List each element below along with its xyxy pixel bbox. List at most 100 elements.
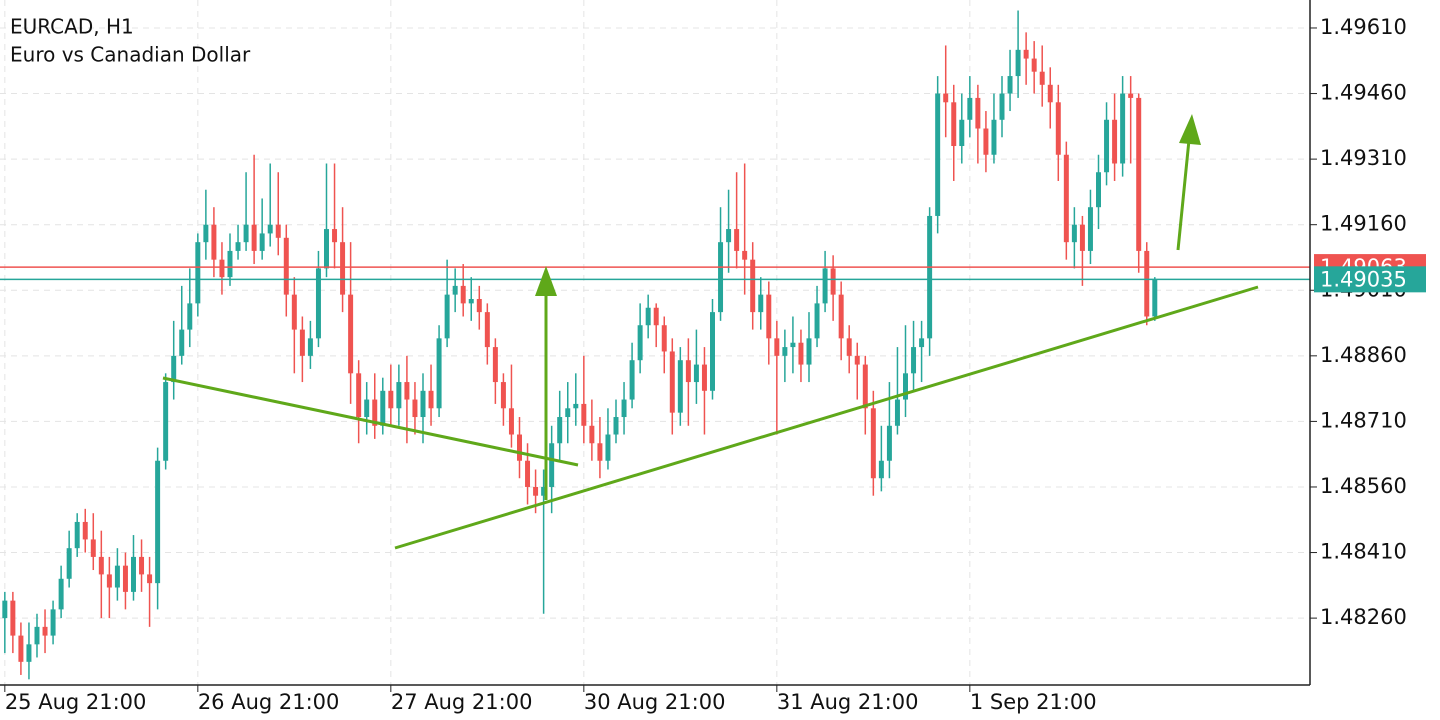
candle-body: [669, 351, 675, 413]
candle-body: [444, 294, 450, 339]
candle-body: [428, 390, 434, 409]
candle-body: [517, 434, 522, 461]
candle-body: [380, 390, 386, 426]
candle-body: [718, 242, 724, 313]
candle-body: [452, 285, 458, 295]
candle-body: [870, 408, 876, 479]
candle-body: [396, 382, 402, 409]
candle-body: [243, 224, 249, 243]
candle-body: [983, 128, 989, 155]
candle-body: [774, 338, 780, 356]
arrow-head: [535, 266, 557, 296]
candle-body: [605, 434, 611, 461]
y-tick-label: 1.48260: [1320, 605, 1407, 629]
y-tick-label: 1.49460: [1320, 81, 1407, 105]
candle-body: [1007, 76, 1013, 94]
candle-body: [275, 224, 281, 238]
candle-body: [1079, 224, 1085, 251]
candle-body: [1071, 224, 1077, 243]
candle-body: [621, 399, 627, 418]
candle-body: [814, 303, 820, 339]
candle-body: [919, 338, 925, 348]
candle-body: [492, 347, 498, 383]
candle-body: [307, 338, 313, 356]
candle-body: [364, 399, 370, 418]
candle-body: [1152, 279, 1158, 317]
candle-body: [862, 364, 868, 409]
candle-body: [283, 237, 289, 295]
candle-body: [106, 574, 112, 588]
candle-body: [943, 93, 949, 103]
axes: [0, 0, 1311, 686]
candle-body: [991, 119, 997, 155]
x-tick-label: 31 Aug 21:00: [777, 690, 919, 714]
axis-labels: 1.496101.494601.493101.491601.490101.488…: [4, 15, 1426, 714]
candle-body: [179, 329, 185, 356]
candle-body: [171, 355, 177, 383]
candle-body: [533, 486, 539, 496]
candle-body: [508, 408, 514, 435]
candle-body: [500, 382, 506, 409]
candle-body: [1136, 97, 1142, 251]
candle-body: [830, 268, 836, 295]
plot: [0, 10, 1310, 680]
candle-body: [42, 626, 48, 636]
candle-body: [822, 268, 828, 304]
candle-body: [1104, 119, 1110, 173]
candle-body: [90, 539, 96, 557]
candle-body: [999, 93, 1005, 120]
price-label: 1.49035: [1320, 267, 1407, 291]
candle-body: [1112, 119, 1118, 164]
candle-body: [267, 224, 273, 234]
trend-line: [162, 376, 579, 467]
candle-body: [806, 338, 812, 365]
candle-body: [66, 548, 72, 579]
candle-body: [219, 259, 225, 278]
candle-body: [299, 329, 305, 356]
candle-body: [1120, 93, 1126, 164]
candle-body: [878, 460, 884, 479]
candle-body: [155, 460, 161, 584]
candle-body: [348, 294, 354, 374]
candle-body: [34, 626, 40, 645]
candle-body: [581, 403, 587, 426]
candle-body: [332, 229, 338, 243]
candle-body: [1096, 172, 1101, 208]
y-tick-label: 1.49310: [1320, 146, 1407, 170]
candle-body: [82, 521, 88, 540]
candle-body: [854, 355, 860, 365]
chart-subtitle: Euro vs Canadian Dollar: [10, 43, 251, 67]
y-tick-label: 1.49610: [1320, 15, 1407, 39]
candle-body: [541, 486, 547, 496]
candle-body: [677, 360, 683, 413]
candle-body: [139, 556, 145, 575]
candle-body: [726, 229, 732, 243]
candle-body: [18, 635, 24, 662]
candle-body: [412, 399, 418, 418]
candle-body: [26, 644, 32, 662]
candle-body: [790, 342, 796, 348]
candle-body: [1015, 49, 1021, 77]
candle-body: [589, 425, 595, 444]
x-tick-label: 1 Sep 21:00: [970, 690, 1097, 714]
candle-body: [468, 299, 474, 304]
candle-body: [291, 294, 297, 330]
candle-body: [653, 307, 659, 326]
candle-body: [131, 556, 136, 592]
candle-body: [975, 97, 981, 129]
candle-body: [2, 600, 8, 619]
y-tick-label: 1.48710: [1320, 408, 1407, 432]
candle-body: [549, 443, 555, 487]
candle-body: [163, 382, 169, 461]
price-label-box: [1314, 266, 1426, 293]
y-tick-label: 1.48860: [1320, 343, 1407, 367]
candle-body: [838, 294, 844, 339]
candle-body: [436, 338, 442, 409]
candle-body: [798, 342, 804, 365]
candle-body: [315, 268, 321, 339]
candle-body: [1055, 102, 1061, 155]
candle-body: [259, 233, 265, 251]
candle-body: [701, 364, 707, 391]
